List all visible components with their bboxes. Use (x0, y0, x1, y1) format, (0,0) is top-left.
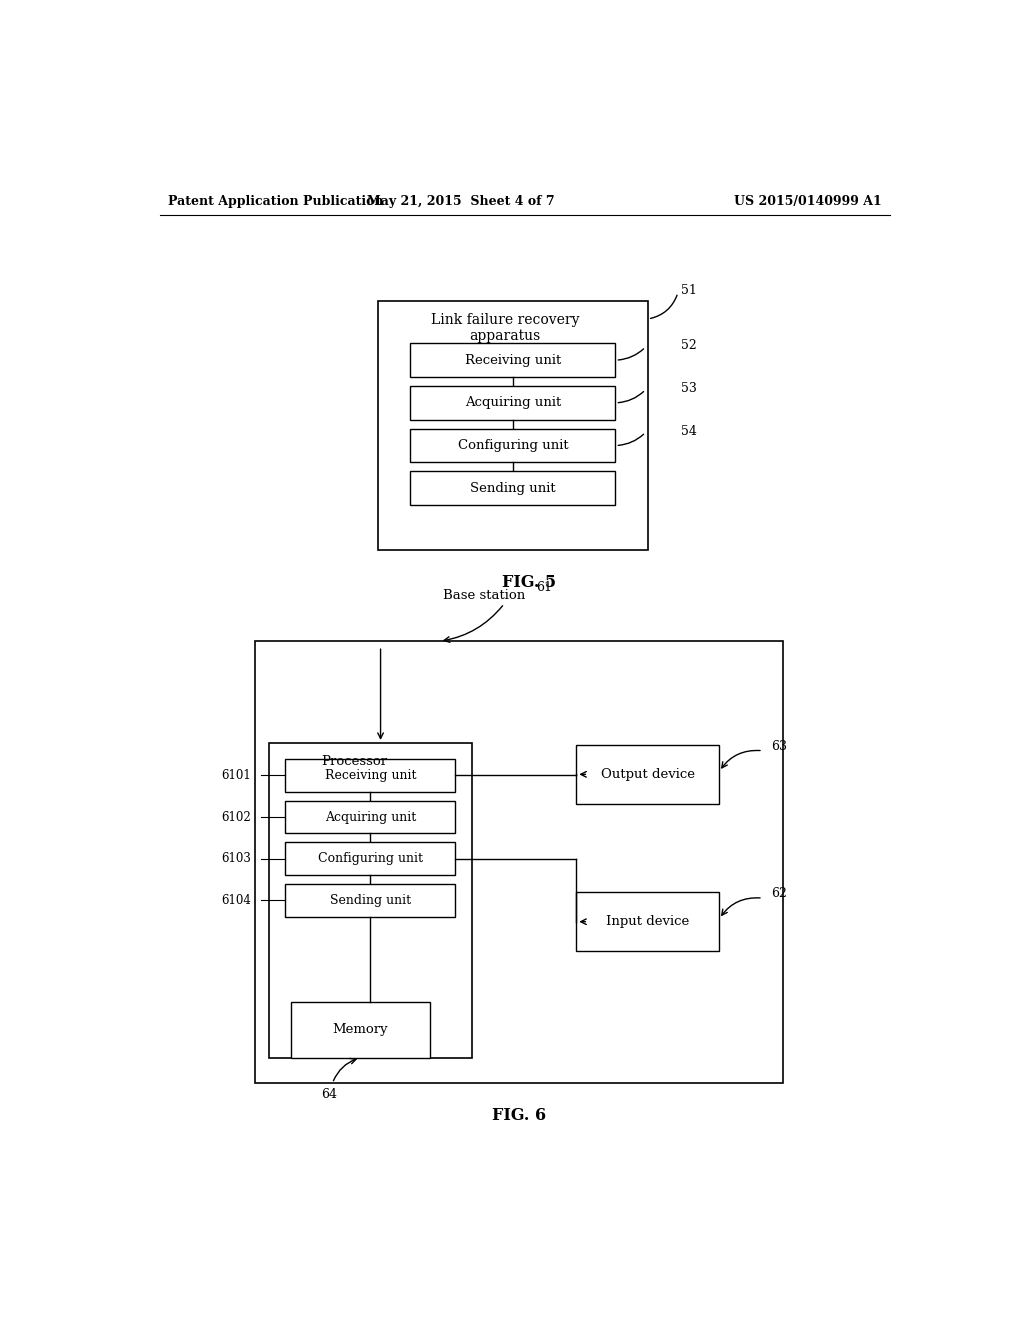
FancyBboxPatch shape (411, 429, 615, 462)
Text: Sending unit: Sending unit (330, 894, 411, 907)
FancyBboxPatch shape (269, 743, 472, 1057)
FancyBboxPatch shape (411, 471, 615, 506)
Text: Receiving unit: Receiving unit (465, 354, 561, 367)
Text: May 21, 2015  Sheet 4 of 7: May 21, 2015 Sheet 4 of 7 (368, 194, 555, 207)
Text: Link failure recovery
apparatus: Link failure recovery apparatus (430, 313, 579, 343)
Text: 54: 54 (681, 425, 697, 438)
Text: 6103: 6103 (221, 853, 251, 865)
FancyBboxPatch shape (255, 642, 782, 1084)
Text: Acquiring unit: Acquiring unit (325, 810, 416, 824)
FancyBboxPatch shape (291, 1002, 430, 1057)
FancyBboxPatch shape (286, 759, 456, 792)
Text: 63: 63 (771, 739, 786, 752)
FancyBboxPatch shape (378, 301, 648, 549)
Text: Configuring unit: Configuring unit (317, 853, 423, 865)
Text: Memory: Memory (333, 1023, 388, 1036)
Text: Sending unit: Sending unit (470, 482, 556, 495)
Text: 61: 61 (537, 581, 552, 594)
FancyBboxPatch shape (286, 801, 456, 833)
Text: FIG. 6: FIG. 6 (492, 1107, 546, 1125)
Text: Configuring unit: Configuring unit (458, 440, 568, 451)
FancyBboxPatch shape (411, 343, 615, 378)
Text: Input device: Input device (606, 915, 689, 928)
Text: Receiving unit: Receiving unit (325, 768, 416, 781)
FancyBboxPatch shape (577, 892, 719, 952)
Text: Output device: Output device (601, 768, 695, 781)
Text: 64: 64 (322, 1089, 338, 1101)
Text: 52: 52 (681, 339, 697, 352)
Text: Acquiring unit: Acquiring unit (465, 396, 561, 409)
Text: 6102: 6102 (221, 810, 251, 824)
FancyBboxPatch shape (286, 884, 456, 916)
Text: FIG. 5: FIG. 5 (502, 574, 556, 591)
FancyBboxPatch shape (411, 385, 615, 420)
Text: US 2015/0140999 A1: US 2015/0140999 A1 (734, 194, 882, 207)
Text: 6104: 6104 (221, 894, 251, 907)
Text: 62: 62 (771, 887, 786, 900)
Text: 6101: 6101 (221, 768, 251, 781)
Text: Processor: Processor (322, 755, 387, 768)
FancyBboxPatch shape (286, 842, 456, 875)
Text: 51: 51 (681, 284, 697, 297)
Text: Base station: Base station (443, 589, 525, 602)
Text: 53: 53 (681, 381, 697, 395)
Text: Patent Application Publication: Patent Application Publication (168, 194, 383, 207)
FancyBboxPatch shape (577, 744, 719, 804)
